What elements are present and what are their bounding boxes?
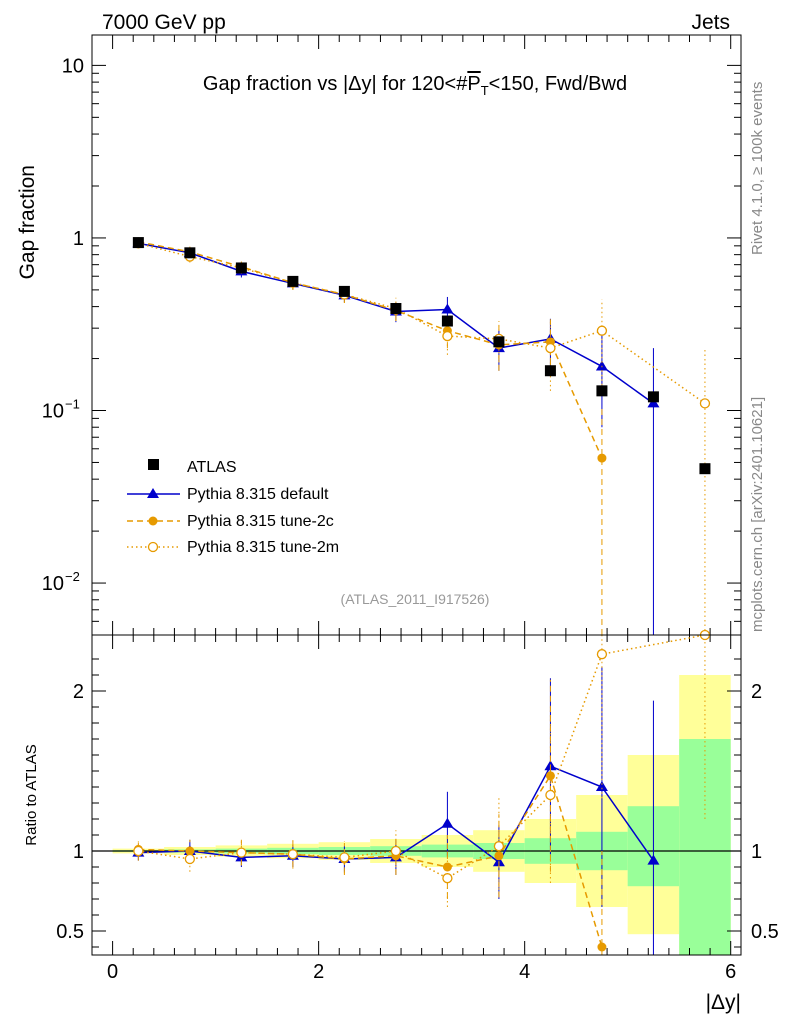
ratio-point-tune2c [185, 846, 195, 856]
ratio-point-tune2m [339, 852, 350, 863]
main-point-atlas [544, 365, 556, 377]
main-point-atlas [287, 275, 299, 287]
rivet-version-label: Rivet 4.1.0, ≥ 100k events [749, 82, 766, 255]
main-point-atlas [441, 315, 453, 327]
legend-tune2m-label: Pythia 8.315 tune-2m [187, 539, 339, 556]
ratio-point-tune2m [596, 649, 608, 660]
ratio-point-tune2m [493, 841, 505, 852]
ratio-point-tune2m [236, 847, 247, 858]
main-point-tune2m [545, 342, 556, 354]
ratio-y-tick-label: 0.5 [56, 921, 84, 943]
ratio-point-tune2m [287, 849, 299, 860]
plot-title: Gap fraction vs |Δy| for 120<#PT<150, Fw… [203, 73, 627, 98]
main-point-atlas [699, 463, 711, 475]
main-point-atlas [596, 385, 608, 397]
ratio-point-tune2c [494, 851, 504, 861]
legend-default-marker [147, 488, 159, 498]
ratio-y-tick-label-right: 0.5 [751, 921, 779, 943]
ratio-point-default [595, 781, 608, 791]
main-y-axis-label: Gap fraction [16, 165, 39, 279]
ratio-point-tune2m [184, 853, 196, 865]
main-point-default [441, 303, 454, 314]
ratio-plot: 0.5 0.5 1 1 2 2 0 2 4 6 [56, 629, 779, 983]
legend-atlas-label: ATLAS [187, 459, 237, 476]
header-energy-label: 7000 GeV pp [102, 11, 226, 34]
legend-atlas-marker [148, 459, 159, 470]
legend-tune2m-marker [147, 541, 159, 553]
main-y-tick-label: 1 [73, 228, 84, 250]
legend: ATLAS Pythia 8.315 default Pythia 8.315 … [127, 459, 339, 556]
plot-title-suffix: <150, Fwd/Bwd [489, 73, 627, 95]
plot-title-subscript: T [481, 83, 489, 98]
main-point-atlas [493, 336, 505, 348]
ratio-point-tune2m [390, 845, 402, 857]
header-jets-label: Jets [691, 11, 730, 34]
main-y-tick-label: 10 [62, 55, 84, 77]
ratio-y-tick-label-right: 1 [751, 841, 762, 863]
legend-default-label: Pythia 8.315 default [187, 486, 329, 503]
ratio-point-tune2m [545, 789, 556, 801]
main-y-tick-exponent: −1 [65, 396, 80, 411]
main-point-atlas [647, 391, 659, 403]
main-point-tune2m [699, 398, 711, 409]
mcplots-citation-label: mcplots.cern.ch [arXiv:2401.10621] [749, 397, 766, 632]
main-point-atlas [338, 285, 350, 297]
x-tick-label: 0 [107, 961, 118, 983]
ratio-point-tune2c [545, 771, 555, 781]
main-y-tick-exponent: −2 [65, 569, 80, 584]
ratio-point-tune2m [442, 873, 453, 884]
ratio-point-tune2m [133, 845, 144, 857]
main-point-tune2m [442, 330, 453, 342]
ratio-series-line-tune2m [138, 634, 706, 880]
main-y-tick-label: 10 [42, 573, 64, 595]
legend-tune2c-marker [148, 516, 158, 526]
main-point-atlas [184, 247, 196, 259]
x-axis-label: |Δy| [706, 991, 741, 1014]
ratio-point-default [647, 854, 660, 865]
ratio-y-tick-label-right: 2 [751, 681, 762, 703]
main-point-tune2c [597, 453, 607, 463]
main-point-default [647, 397, 660, 408]
ratio-y-axis-label: Ratio to ATLAS [23, 744, 40, 845]
analysis-id-label: (ATLAS_2011_I917526) [341, 591, 490, 607]
main-point-tune2m [596, 325, 608, 336]
x-tick-label: 6 [725, 961, 736, 983]
ratio-point-default [441, 817, 454, 828]
ratio-band-green [679, 739, 731, 955]
main-point-atlas [132, 237, 144, 249]
ratio-series-line-tune2c [138, 774, 603, 948]
x-tick-label: 4 [519, 961, 530, 983]
ratio-y-tick-label: 1 [73, 841, 84, 863]
ratio-plot-frame [91, 634, 742, 956]
plot-title-prefix: Gap fraction vs |Δy| for 120<# [203, 73, 468, 95]
main-point-atlas [390, 303, 402, 315]
plot-title-symbol: P [467, 73, 480, 95]
ratio-point-tune2c [597, 942, 607, 952]
ratio-y-tick-label: 2 [73, 681, 84, 703]
ratio-point-tune2c [442, 862, 452, 872]
main-y-tick-label: 10 [42, 400, 64, 422]
legend-tune2c-label: Pythia 8.315 tune-2c [187, 513, 334, 530]
main-point-default [595, 360, 608, 371]
x-tick-label: 2 [313, 961, 324, 983]
main-point-atlas [235, 262, 247, 274]
